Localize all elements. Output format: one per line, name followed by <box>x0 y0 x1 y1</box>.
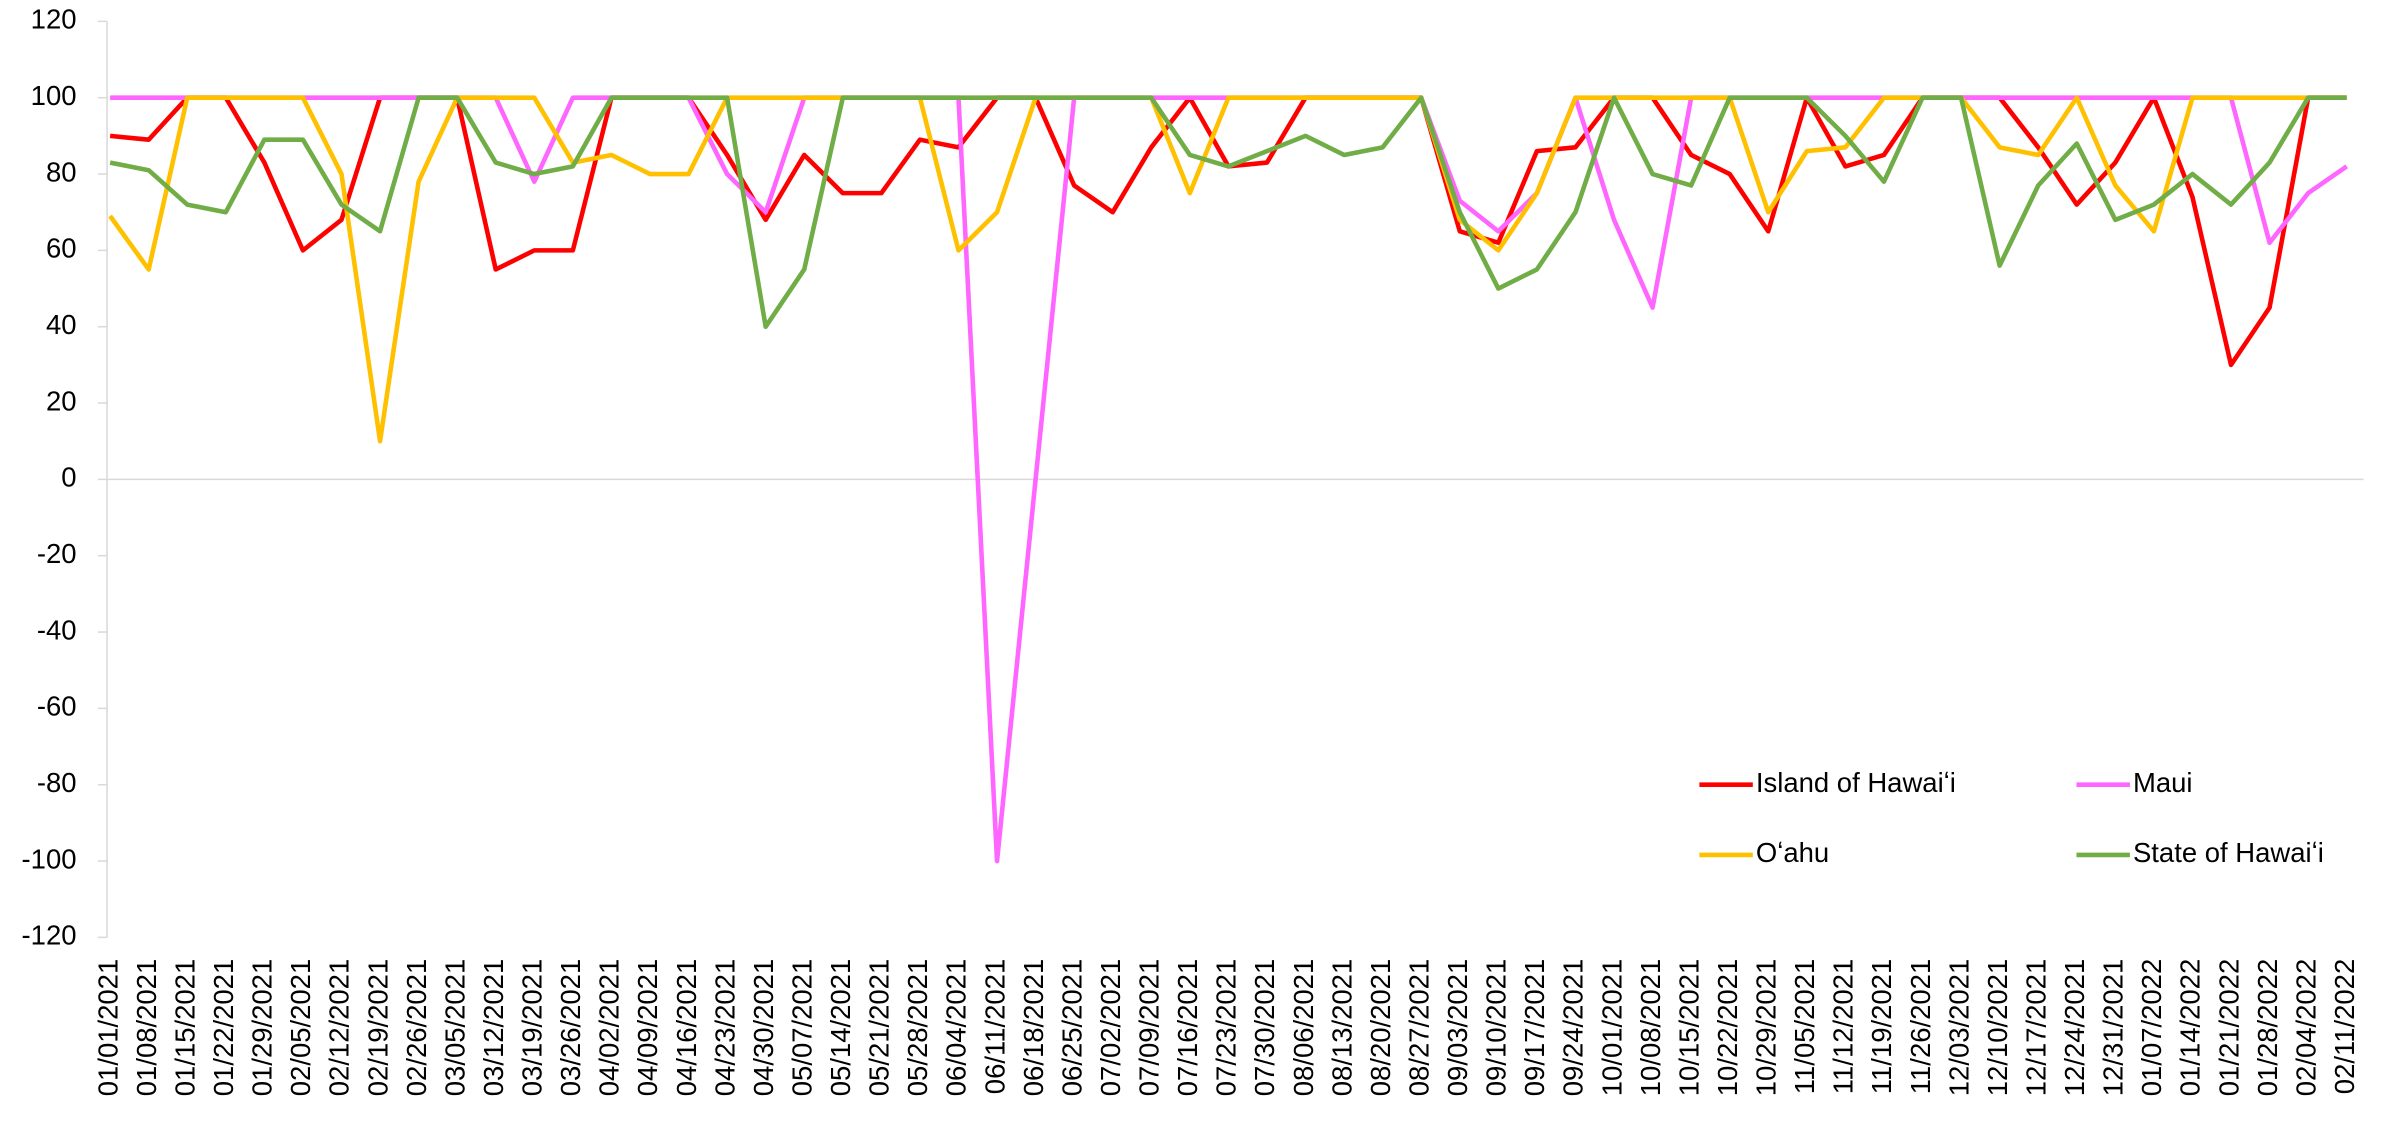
x-tick-label: 06/25/2021 <box>1056 959 1087 1096</box>
x-tick-label: 11/19/2021 <box>1866 959 1897 1094</box>
x-tick-label: 10/15/2021 <box>1673 959 1704 1096</box>
x-tick-label: 05/14/2021 <box>825 959 856 1096</box>
x-tick-label: 04/30/2021 <box>748 959 779 1096</box>
x-tick-label: 10/22/2021 <box>1712 959 1743 1096</box>
y-tick-label: -20 <box>37 538 77 569</box>
legend-label: State of Hawaiʻi <box>2133 837 2324 868</box>
legend-label: Oʻahu <box>1756 837 1829 868</box>
y-tick-label: 40 <box>46 309 77 340</box>
y-tick-label: 0 <box>61 462 76 493</box>
x-tick-label: 01/08/2021 <box>131 959 162 1096</box>
x-tick-label: 07/23/2021 <box>1211 959 1242 1096</box>
x-tick-label: 09/17/2021 <box>1519 959 1550 1096</box>
x-tick-label: 07/09/2021 <box>1134 959 1165 1096</box>
x-tick-label: 03/26/2021 <box>555 959 586 1096</box>
y-tick-label: -40 <box>37 614 77 645</box>
x-tick-label: 08/13/2021 <box>1326 959 1357 1096</box>
x-tick-label: 03/05/2021 <box>439 959 470 1096</box>
y-tick-label: -80 <box>37 767 77 798</box>
x-tick-label: 10/08/2021 <box>1635 959 1666 1096</box>
x-tick-label: 02/19/2021 <box>362 959 393 1096</box>
x-tick-label: 07/02/2021 <box>1095 959 1126 1096</box>
legend-label: Maui <box>2133 767 2193 798</box>
x-tick-label: 12/10/2021 <box>1982 959 2013 1096</box>
x-tick-label: 09/24/2021 <box>1558 959 1589 1096</box>
x-tick-label: 08/27/2021 <box>1403 959 1434 1096</box>
x-tick-label: 04/09/2021 <box>632 959 663 1096</box>
x-tick-label: 05/28/2021 <box>902 959 933 1096</box>
x-tick-label: 01/14/2022 <box>2175 959 2206 1096</box>
legend-label: Island of Hawaiʻi <box>1756 767 1956 798</box>
x-tick-label: 04/23/2021 <box>709 959 740 1096</box>
x-tick-label: 12/03/2021 <box>1943 959 1974 1096</box>
y-tick-label: -120 <box>22 920 77 951</box>
x-tick-label: 07/30/2021 <box>1249 959 1280 1096</box>
series-line <box>109 95 2347 368</box>
y-tick-label: 20 <box>46 385 77 416</box>
x-tick-label: 07/16/2021 <box>1172 959 1203 1096</box>
x-tick-label: 11/12/2021 <box>1828 959 1859 1094</box>
y-tick-label: 80 <box>46 156 77 187</box>
y-tick-label: 100 <box>31 80 77 111</box>
x-tick-label: 01/01/2021 <box>92 959 123 1096</box>
x-tick-label: 12/24/2021 <box>2059 959 2090 1096</box>
x-tick-label: 09/03/2021 <box>1442 959 1473 1096</box>
y-tick-label: 120 <box>31 4 77 35</box>
x-tick-label: 05/07/2021 <box>786 959 817 1096</box>
x-tick-label: 09/10/2021 <box>1481 959 1512 1096</box>
x-tick-label: 06/18/2021 <box>1018 959 1049 1096</box>
x-tick-label: 03/12/2021 <box>478 959 509 1096</box>
series-line <box>108 95 2347 444</box>
x-tick-label: 12/17/2021 <box>2020 959 2051 1096</box>
x-tick-label: 01/29/2021 <box>247 959 278 1096</box>
y-tick-label: 60 <box>46 233 77 264</box>
x-tick-label: 08/20/2021 <box>1365 959 1396 1096</box>
x-tick-label: 02/04/2022 <box>2290 959 2321 1096</box>
y-tick-label: -60 <box>37 691 77 722</box>
x-tick-label: 12/31/2021 <box>2098 959 2129 1096</box>
x-tick-label: 08/06/2021 <box>1288 959 1319 1096</box>
x-tick-label: 03/19/2021 <box>517 959 548 1096</box>
x-tick-label: 10/29/2021 <box>1751 959 1782 1096</box>
x-tick-label: 02/26/2021 <box>401 959 432 1096</box>
x-tick-label: 01/22/2021 <box>208 959 239 1096</box>
x-tick-label: 11/26/2021 <box>1905 959 1936 1094</box>
x-tick-label: 06/11/2021 <box>979 959 1010 1094</box>
series-line <box>109 95 2347 329</box>
x-tick-label: 02/11/2022 <box>2329 959 2360 1094</box>
x-tick-label: 01/21/2022 <box>2213 959 2244 1096</box>
x-tick-label: 01/07/2022 <box>2136 959 2167 1096</box>
x-tick-label: 02/12/2021 <box>324 959 355 1096</box>
x-tick-label: 11/05/2021 <box>1789 959 1820 1094</box>
x-tick-label: 06/04/2021 <box>941 959 972 1096</box>
x-tick-label: 02/05/2021 <box>285 959 316 1096</box>
x-tick-label: 04/16/2021 <box>671 959 702 1096</box>
x-tick-label: 05/21/2021 <box>864 959 895 1096</box>
y-tick-label: -100 <box>22 843 77 874</box>
x-tick-label: 04/02/2021 <box>594 959 625 1096</box>
x-tick-label: 01/28/2022 <box>2252 959 2283 1096</box>
x-tick-label: 01/15/2021 <box>170 959 201 1096</box>
x-tick-label: 10/01/2021 <box>1596 959 1627 1096</box>
